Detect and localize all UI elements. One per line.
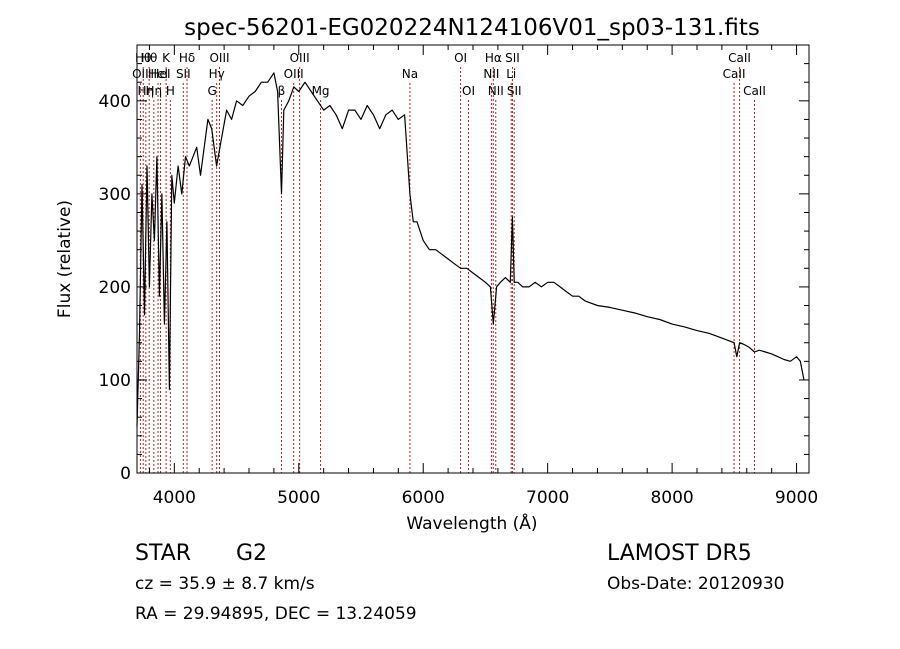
line-marker-label: Mg [312,84,330,98]
x-axis: 4000 5000 6000 7000 8000 9000 [148,45,818,508]
line-marker-label: OI [454,51,467,65]
line-marker-label: G [208,84,217,98]
line-marker-label: HeI [151,67,171,81]
y-tick-label: 200 [99,278,131,298]
x-tick-label: 8000 [650,488,693,508]
line-marker-label: Hη [145,84,162,98]
observation-date: Obs-Date: 20120930 [607,574,785,594]
line-marker-label: Hα [485,51,502,65]
line-marker-label: K [162,51,171,65]
plot-frame [136,44,810,474]
line-marker-label: Hδ [179,51,195,65]
line-marker-label: Hη [138,84,155,98]
object-class: STAR [135,541,192,566]
line-marker-label: β [278,84,286,98]
survey-name: LAMOST DR5 [607,541,752,566]
line-marker-label: Hγ [209,67,225,81]
line-marker-label: SII [507,84,522,98]
line-marker-label: OI [462,84,475,98]
line-marker-label: SII [176,67,191,81]
x-tick-label: 9000 [775,488,818,508]
line-marker-label: OIII [209,51,229,65]
line-marker-label: CaII [723,67,746,81]
y-tick-label: 400 [99,92,131,112]
y-tick-label: 100 [99,371,131,391]
redshift-cz: cz = 35.9 ± 8.7 km/s [135,574,315,594]
line-marker-label: Hθ [135,51,151,65]
line-marker-label: Na [402,67,418,81]
y-tick-label: 300 [99,185,131,205]
chart-title: spec-56201-EG020224N124106V01_sp03-131.f… [184,15,760,41]
y-axis: 0 100 200 300 400 [99,63,809,484]
line-marker-label: OIII [290,51,310,65]
line-marker-label: Hθ [141,51,157,65]
spectrum-line [136,72,805,427]
object-subclass: G2 [236,541,268,566]
sky-coordinates: RA = 29.94895, DEC = 13.24059 [135,604,417,624]
line-marker-label: CaII [728,51,751,65]
line-marker-label: CaII [743,84,766,98]
line-marker-label: OIII [284,67,304,81]
line-marker-label: Li [506,67,516,81]
x-tick-label: 4000 [153,488,196,508]
line-marker-label: SII [505,51,520,65]
y-axis-label: Flux (relative) [55,200,75,318]
x-tick-label: 6000 [402,488,445,508]
x-tick-label: 5000 [277,488,320,508]
line-marker-label: NII [488,84,504,98]
y-tick-label: 0 [120,464,131,484]
line-markers [139,67,755,473]
x-axis-label: Wavelength (Å) [406,512,537,534]
line-marker-label: HeI [148,67,168,81]
x-tick-label: 7000 [526,488,569,508]
line-marker-label: NII [483,67,499,81]
line-marker-label: H [166,84,175,98]
line-marker-label: OII [132,67,149,81]
line-marker-labels: OIIHθHηHθHηHeIHeIKHSIIHδGHγOIIIβOIIIOIII… [132,51,766,98]
